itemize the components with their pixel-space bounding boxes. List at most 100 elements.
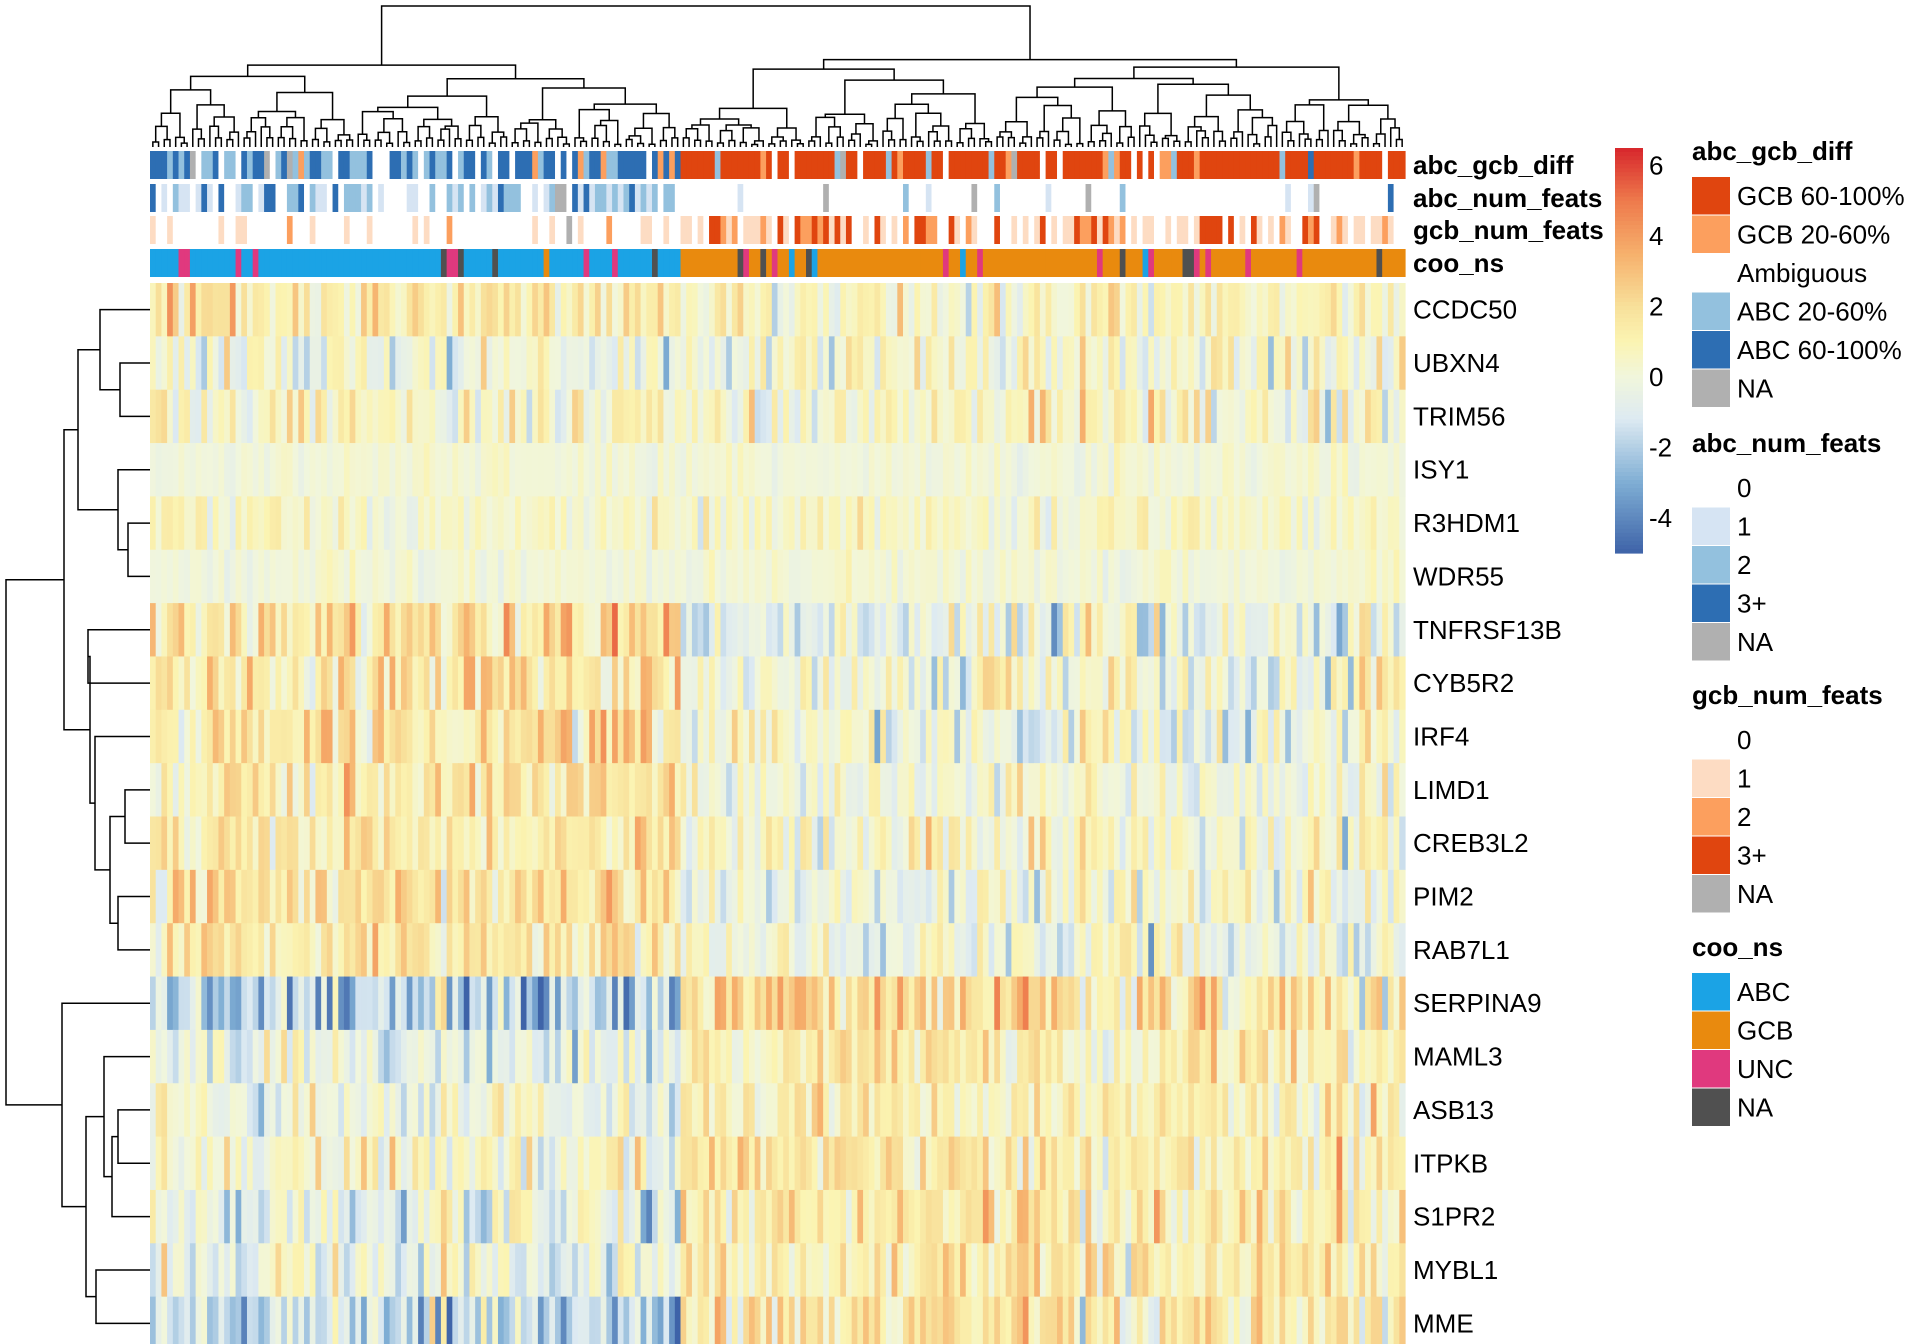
heatmap-cell xyxy=(1171,976,1178,1031)
heatmap-cell xyxy=(634,816,642,871)
dendrogram-branch xyxy=(61,1002,150,1208)
heatmap-cell xyxy=(982,443,990,497)
heatmap-cell xyxy=(823,1083,830,1137)
heatmap-cell xyxy=(555,869,562,924)
heatmap-cell xyxy=(229,1029,237,1084)
heatmap-cell xyxy=(1353,1029,1360,1084)
heatmap-cell xyxy=(423,443,431,497)
heatmap-cell xyxy=(977,336,984,391)
heatmap-cell xyxy=(246,1083,254,1137)
heatmap-cell xyxy=(874,389,881,444)
heatmap-cell xyxy=(1205,1029,1212,1084)
heatmap-cell xyxy=(1039,336,1047,391)
heatmap-cell xyxy=(361,816,368,871)
heatmap-cell xyxy=(1250,1083,1258,1137)
heatmap-cell xyxy=(429,283,436,337)
heatmap-cell xyxy=(954,976,961,1031)
heatmap-cell xyxy=(1347,549,1355,604)
annotation-cell xyxy=(771,151,779,179)
heatmap-cell xyxy=(1154,763,1161,817)
heatmap-cell xyxy=(1165,1136,1172,1191)
heatmap-cell xyxy=(189,496,197,551)
heatmap-cell xyxy=(332,283,339,337)
heatmap-cell xyxy=(1005,709,1012,764)
heatmap-cell xyxy=(1365,976,1372,1031)
heatmap-cell xyxy=(1017,763,1024,817)
annotation-cell xyxy=(931,151,938,179)
heatmap-cell xyxy=(1347,1029,1355,1084)
heatmap-cell xyxy=(1279,709,1286,764)
heatmap-cell xyxy=(1034,389,1041,444)
heatmap-cell xyxy=(971,763,978,817)
heatmap-cell xyxy=(748,816,756,871)
heatmap-cell xyxy=(589,443,596,497)
heatmap-cell xyxy=(612,709,619,764)
heatmap-cell xyxy=(1017,283,1024,337)
annotation-cell xyxy=(1330,184,1338,212)
heatmap-cell xyxy=(697,656,704,711)
annotation-cell xyxy=(868,216,876,244)
heatmap-cell xyxy=(726,816,733,871)
heatmap-cell xyxy=(361,389,368,444)
heatmap-cell xyxy=(1262,656,1269,711)
heatmap-cell xyxy=(321,1083,328,1137)
annotation-cell xyxy=(406,216,413,244)
heatmap-cell xyxy=(691,763,699,817)
heatmap-cell xyxy=(1136,976,1144,1031)
heatmap-cell xyxy=(292,1189,299,1244)
heatmap-cell xyxy=(1319,763,1326,817)
heatmap-cell xyxy=(937,976,944,1031)
heatmap-cell xyxy=(908,1029,915,1084)
heatmap-cell xyxy=(332,603,339,657)
heatmap-cell xyxy=(492,443,499,497)
annotation-cell xyxy=(1336,216,1343,244)
heatmap-cell xyxy=(406,389,413,444)
heatmap-cell xyxy=(1017,656,1024,711)
heatmap-cell xyxy=(794,763,801,817)
heatmap-cell xyxy=(1268,336,1275,391)
heatmap-cell xyxy=(1039,816,1047,871)
heatmap-cell xyxy=(1336,549,1343,604)
heatmap-cell xyxy=(674,1029,682,1084)
heatmap-cell xyxy=(1171,283,1178,337)
heatmap-cell xyxy=(965,549,973,604)
annotation-cell xyxy=(161,216,168,244)
annotation-cell xyxy=(304,216,311,244)
heatmap-cell xyxy=(720,283,727,337)
heatmap-cell xyxy=(258,656,265,711)
heatmap-cell xyxy=(851,923,858,977)
annotation-cell xyxy=(657,249,664,277)
heatmap-cell xyxy=(383,389,391,444)
heatmap-cell xyxy=(703,603,710,657)
heatmap-cell xyxy=(1142,923,1149,977)
heatmap-cell xyxy=(1279,336,1286,391)
heatmap-cell xyxy=(167,763,174,817)
heatmap-cell xyxy=(212,1029,220,1084)
dendrogram-branch xyxy=(534,141,542,147)
heatmap-cell xyxy=(1376,869,1383,924)
annotation-cell xyxy=(1256,249,1263,277)
annotation-cell xyxy=(1313,151,1321,179)
heatmap-cell xyxy=(269,1189,277,1244)
heatmap-cell xyxy=(1165,1029,1172,1084)
annotation-cell xyxy=(321,151,328,179)
heatmap-cell xyxy=(1193,1083,1201,1137)
heatmap-cell xyxy=(606,869,613,924)
heatmap-cell xyxy=(1199,603,1206,657)
heatmap-cell xyxy=(600,656,607,711)
heatmap-cell xyxy=(663,923,670,977)
heatmap-cell xyxy=(560,1189,568,1244)
heatmap-cell xyxy=(1154,816,1161,871)
heatmap-cell xyxy=(868,496,876,551)
heatmap-cell xyxy=(1057,869,1064,924)
heatmap-cell xyxy=(1365,496,1372,551)
heatmap-cell xyxy=(1256,496,1263,551)
heatmap-cell xyxy=(971,443,978,497)
heatmap-cell xyxy=(458,1189,465,1244)
heatmap-cell xyxy=(657,923,664,977)
annotation-cell xyxy=(612,249,619,277)
heatmap-cell xyxy=(1319,443,1326,497)
annotation-cell xyxy=(971,184,978,212)
annotation-cell xyxy=(806,216,813,244)
heatmap-cell xyxy=(1199,976,1206,1031)
